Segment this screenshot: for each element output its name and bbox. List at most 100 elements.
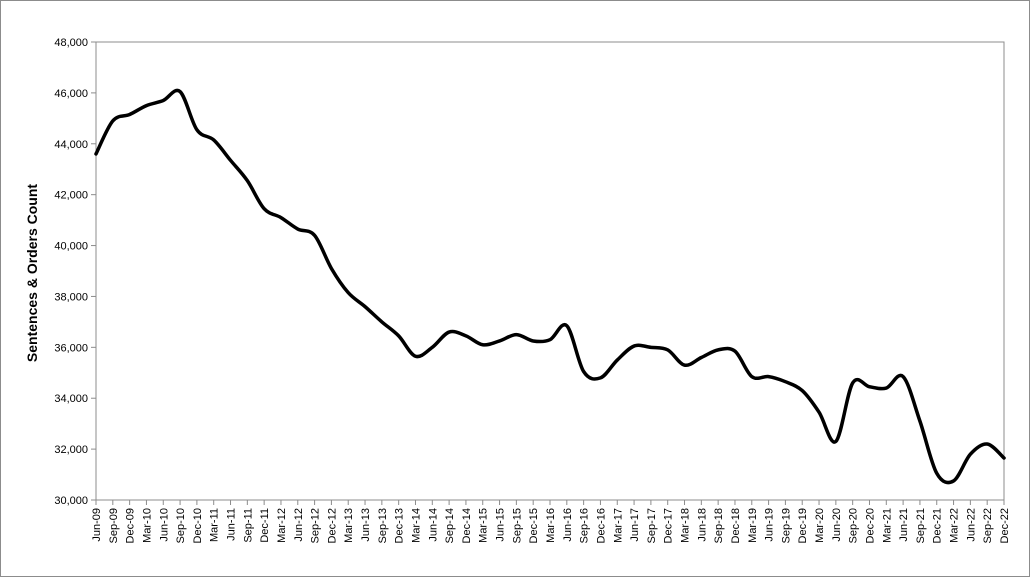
x-tick-label: Mar-18 (680, 508, 692, 543)
x-tick-label: Dec-16 (595, 508, 607, 543)
data-point (969, 453, 972, 456)
data-point (431, 346, 434, 349)
x-tick-label: Jun-18 (696, 508, 708, 542)
data-point (330, 267, 333, 270)
data-point (784, 380, 787, 383)
x-tick-label: Mar-17 (612, 508, 624, 543)
data-point (901, 375, 905, 378)
data-point (616, 358, 619, 362)
x-tick-label: Mar-10 (141, 508, 153, 543)
data-point (363, 305, 367, 308)
data-point (985, 442, 989, 446)
data-point (565, 324, 569, 327)
x-tick-label: Dec-15 (528, 508, 540, 543)
data-point (246, 179, 249, 182)
data-point (313, 234, 316, 237)
x-tick-label: Sep-12 (310, 508, 322, 543)
data-point (212, 138, 215, 142)
data-point (801, 389, 804, 392)
x-tick-label: Dec-09 (125, 508, 137, 543)
data-point (178, 90, 182, 93)
y-axis-label: Sentences & Orders Count (24, 184, 40, 362)
data-point (447, 330, 451, 334)
x-tick-label: Sep-11 (242, 508, 254, 543)
x-tick-label: Jun-16 (562, 508, 574, 542)
data-point (599, 376, 602, 380)
x-tick-label: Dec-18 (730, 508, 742, 543)
x-tick-label: Dec-19 (797, 508, 809, 543)
x-tick-label: Jun-10 (158, 508, 170, 542)
x-tick-label: Mar-20 (814, 508, 826, 543)
x-tick-label: Jun-19 (764, 508, 776, 542)
y-tick-label: 30,000 (54, 495, 88, 507)
x-tick-label: Dec-13 (394, 508, 406, 543)
x-tick-label: Sep-22 (982, 508, 994, 543)
y-tick-label: 42,000 (54, 190, 88, 202)
x-tick-label: Dec-17 (663, 508, 675, 543)
y-tick-label: 32,000 (54, 444, 88, 456)
x-tick-label: Jun-15 (495, 508, 507, 542)
data-point (414, 355, 417, 358)
x-tick-label: Mar-16 (545, 508, 557, 543)
data-point (296, 227, 299, 231)
x-tick-label: Dec-22 (999, 508, 1011, 543)
x-tick-label: Jun-22 (965, 508, 977, 542)
x-tick-label: Mar-11 (209, 508, 221, 542)
data-point (952, 479, 955, 483)
data-point (885, 386, 888, 390)
x-tick-label: Jun-13 (360, 508, 372, 542)
data-point (767, 375, 770, 378)
data-point (868, 385, 871, 388)
data-point (195, 128, 199, 131)
x-tick-label: Mar-15 (478, 508, 490, 543)
y-tick-label: 38,000 (54, 291, 88, 303)
x-tick-label: Sep-18 (713, 508, 725, 543)
series-line (94, 88, 1006, 485)
data-point (1002, 456, 1006, 460)
data-point (700, 356, 703, 359)
data-point (464, 334, 468, 338)
x-tick-label: Sep-16 (579, 508, 591, 543)
x-tick-label: Dec-20 (864, 508, 876, 543)
data-point (531, 339, 535, 343)
data-point (229, 159, 232, 162)
data-point (649, 346, 653, 349)
data-point (834, 440, 838, 443)
data-point (347, 291, 350, 294)
x-tick-label: Dec-10 (192, 508, 204, 543)
data-point (262, 207, 266, 210)
data-point (498, 339, 501, 343)
x-tick-label: Dec-14 (461, 508, 473, 543)
data-point (716, 348, 720, 352)
y-tick-label: 44,000 (54, 139, 88, 151)
x-tick-label: Jun-09 (91, 508, 103, 542)
x-tick-label: Dec-12 (326, 508, 338, 543)
data-point (397, 334, 400, 338)
data-point (380, 320, 384, 324)
data-point (666, 348, 669, 352)
data-point (683, 363, 686, 367)
x-tick-label: Jun-21 (898, 508, 910, 542)
x-tick-label: Sep-21 (915, 508, 927, 543)
x-tick-label: Sep-19 (780, 508, 792, 543)
y-tick-label: 36,000 (54, 342, 88, 354)
x-tick-label: Sep-17 (646, 508, 658, 543)
x-tick-label: Mar-19 (747, 508, 759, 543)
data-point (733, 349, 737, 353)
data-point (515, 333, 518, 336)
x-tick-label: Mar-13 (343, 508, 355, 543)
data-point (111, 119, 115, 123)
x-tick-label: Jun-17 (629, 508, 641, 542)
x-tick-label: Jun-11 (226, 508, 238, 541)
x-tick-label: Sep-14 (444, 508, 456, 543)
x-tick-label: Mar-12 (276, 508, 288, 543)
data-point (162, 99, 165, 102)
x-tick-label: Sep-10 (175, 508, 187, 543)
data-point (548, 338, 552, 341)
x-tick-label: Mar-21 (881, 508, 893, 543)
data-point (750, 375, 753, 378)
x-tick-label: Sep-15 (511, 508, 523, 543)
data-point (632, 344, 636, 348)
